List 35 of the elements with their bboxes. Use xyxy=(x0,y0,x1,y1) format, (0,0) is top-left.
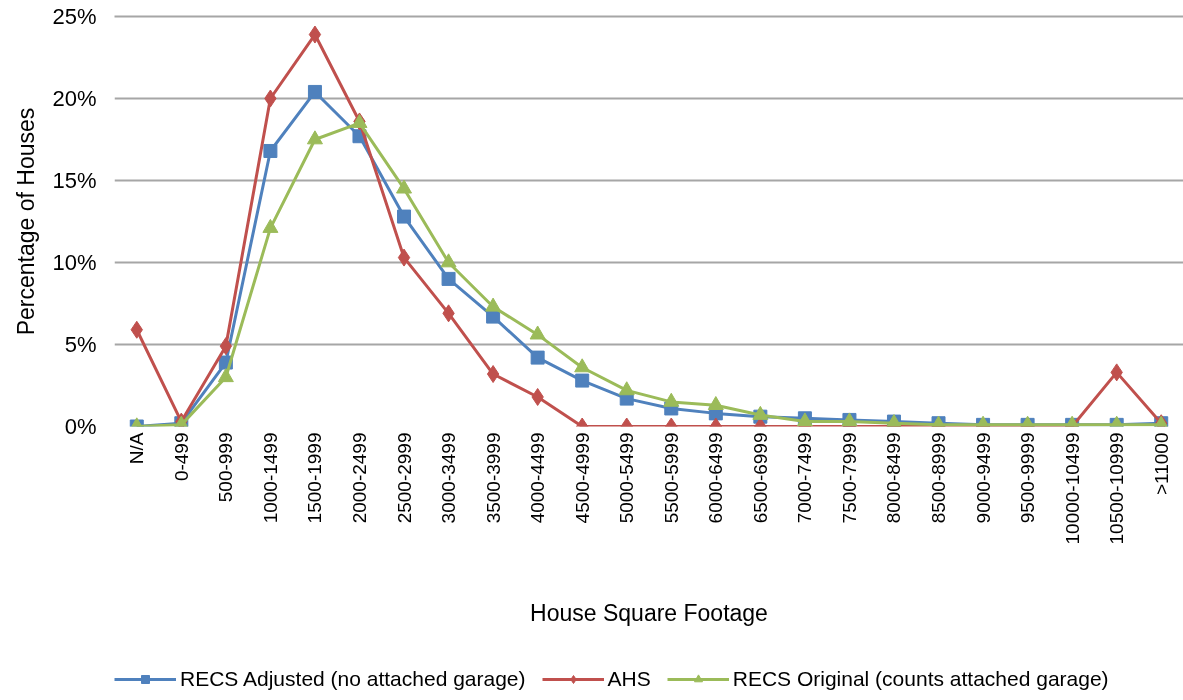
x-tick-label: 0-499 xyxy=(170,432,192,482)
x-tick-label: 3500-3999 xyxy=(482,432,504,524)
x-tick-label: 2000-2499 xyxy=(348,432,370,524)
legend-label: RECS Original (counts attached garage) xyxy=(732,667,1109,691)
y-tick-label: 10% xyxy=(52,250,97,275)
x-tick-label: 4500-4999 xyxy=(571,432,593,524)
x-tick-label: N/A xyxy=(126,432,148,465)
y-tick-label: 20% xyxy=(52,86,97,111)
y-tick-label: 15% xyxy=(52,168,97,193)
x-tick-label: 7000-7499 xyxy=(794,432,816,524)
y-tick-label: 25% xyxy=(52,4,97,29)
x-tick-label: 1500-1999 xyxy=(304,432,326,524)
x-tick-label: 1000-1499 xyxy=(259,432,281,524)
x-tick-label: 10500-10999 xyxy=(1106,432,1128,545)
x-tick-label: 2500-2999 xyxy=(393,432,415,524)
x-tick-label: 7500-7999 xyxy=(838,432,860,524)
x-tick-label: 9000-9499 xyxy=(972,432,994,524)
x-tick-label: >11000 xyxy=(1150,432,1172,496)
legend-label: AHS xyxy=(607,667,651,691)
x-tick-label: 8500-8999 xyxy=(928,432,950,524)
x-tick-label: 4000-4499 xyxy=(527,432,549,524)
x-tick-label: 6500-6999 xyxy=(749,432,771,524)
x-tick-label: 5000-5499 xyxy=(616,432,638,524)
x-tick-label: 9500-9999 xyxy=(1017,432,1039,524)
x-tick-label: 3000-3499 xyxy=(438,432,460,524)
y-axis-title: Percentage of Houses xyxy=(13,107,40,336)
x-tick-label: 8000-8499 xyxy=(883,432,905,524)
x-tick-label: 500-999 xyxy=(215,432,237,503)
y-tick-label: 0% xyxy=(64,414,97,439)
x-tick-label: 5500-5999 xyxy=(660,432,682,524)
x-axis-title: House Square Footage xyxy=(530,600,768,627)
legend-label: RECS Adjusted (no attached garage) xyxy=(180,667,526,691)
y-tick-label: 5% xyxy=(64,332,97,357)
x-tick-label: 6000-6499 xyxy=(705,432,727,524)
x-tick-label: 10000-10499 xyxy=(1061,432,1083,545)
